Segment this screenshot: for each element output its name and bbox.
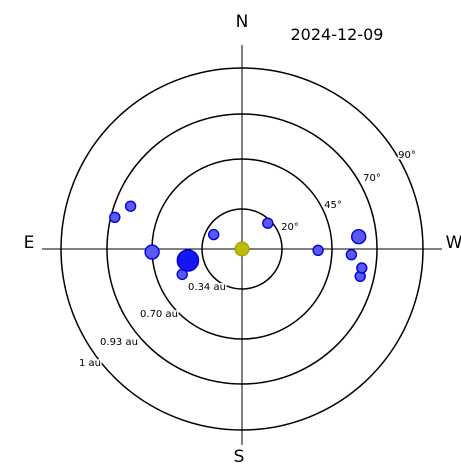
angle-labels: 20° 45° 70° 90° <box>280 149 418 235</box>
date-label: 2024-12-09 <box>291 25 384 44</box>
object-marker-2 <box>207 228 220 241</box>
object-marker-3 <box>262 217 274 229</box>
compass-east-label: E <box>24 233 35 253</box>
object-marker-7 <box>356 262 368 274</box>
compass-north-label: N <box>236 12 249 32</box>
sun-marker <box>234 241 250 257</box>
distance-label-1-au: 1 au <box>79 358 101 369</box>
object-marker-9 <box>345 248 358 261</box>
distance-labels: 0.34 au 0.70 au 0.93 au 1 au <box>77 281 227 371</box>
angle-label-45: 45° <box>324 200 342 211</box>
object-marker-8 <box>351 228 367 245</box>
object-marker-10 <box>312 244 324 257</box>
object-marker-11 <box>144 244 160 260</box>
solar-system-objects <box>109 200 368 282</box>
distance-label-0-70-au: 0.70 au <box>140 309 178 320</box>
object-marker-5 <box>124 200 137 212</box>
angle-label-90: 90° <box>398 150 416 161</box>
distance-label-0-93-au: 0.93 au <box>100 337 138 348</box>
compass-south-label: S <box>234 447 245 464</box>
object-marker-12 <box>109 211 121 224</box>
distance-label-0-34-au: 0.34 au <box>188 282 226 293</box>
compass-west-label: W <box>446 233 461 253</box>
object-marker-4 <box>176 249 200 272</box>
angle-label-70: 70° <box>363 173 381 184</box>
angle-label-20: 20° <box>281 222 299 233</box>
